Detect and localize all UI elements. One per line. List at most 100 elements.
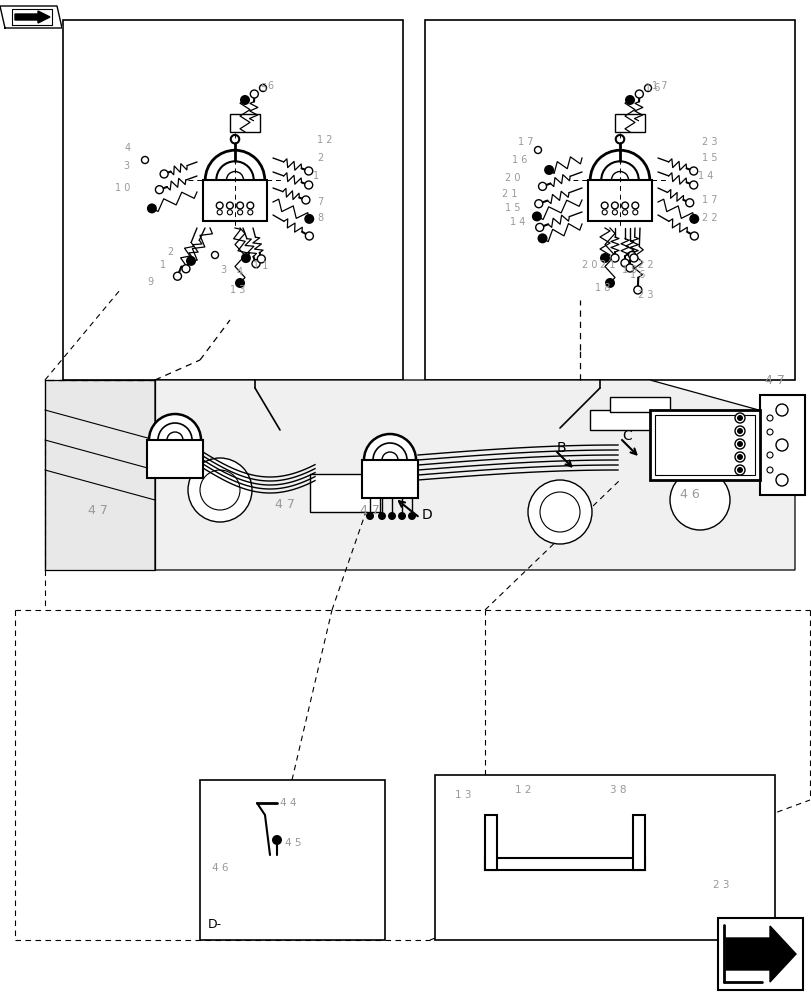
Text: 1 7: 1 7: [517, 137, 533, 147]
Circle shape: [775, 439, 787, 451]
Circle shape: [601, 202, 607, 209]
Polygon shape: [12, 9, 52, 25]
Circle shape: [378, 512, 385, 520]
Bar: [424, 20, 794, 380]
Circle shape: [734, 452, 744, 462]
Circle shape: [543, 165, 553, 175]
Text: 2: 2: [167, 247, 173, 257]
Bar: [310, 474, 380, 512]
Bar: [435, 775, 774, 940]
Text: 1 5: 1 5: [702, 153, 717, 163]
Circle shape: [594, 838, 603, 846]
Text: 2 3: 2 3: [702, 137, 717, 147]
Circle shape: [610, 254, 618, 262]
Text: 3: 3: [220, 265, 225, 275]
Circle shape: [601, 161, 638, 199]
Circle shape: [250, 90, 258, 98]
Text: 4 7: 4 7: [88, 504, 108, 516]
Circle shape: [615, 135, 624, 143]
Circle shape: [205, 150, 264, 210]
Circle shape: [510, 838, 518, 846]
Circle shape: [720, 860, 730, 870]
Circle shape: [766, 467, 772, 473]
Text: C: C: [621, 429, 631, 443]
Circle shape: [182, 265, 190, 273]
Text: 2 1: 2 1: [501, 189, 517, 199]
Text: 1 7: 1 7: [702, 195, 717, 205]
Circle shape: [200, 470, 240, 510]
Circle shape: [644, 85, 650, 92]
Circle shape: [566, 838, 574, 846]
Text: 4: 4: [237, 267, 242, 277]
Text: 1 5: 1 5: [504, 203, 520, 213]
Text: 1 4: 1 4: [697, 171, 713, 181]
Circle shape: [669, 470, 729, 530]
Polygon shape: [155, 380, 794, 570]
Text: 2 2: 2 2: [637, 260, 653, 270]
Text: 1 0: 1 0: [115, 183, 131, 193]
Circle shape: [539, 838, 547, 846]
Circle shape: [304, 181, 312, 189]
Circle shape: [775, 404, 787, 416]
Circle shape: [629, 254, 637, 262]
Bar: [654, 415, 754, 475]
Circle shape: [188, 458, 251, 522]
Circle shape: [689, 181, 697, 189]
Bar: [484, 815, 496, 870]
Circle shape: [302, 196, 310, 204]
Circle shape: [625, 264, 633, 272]
Text: 1: 1: [312, 171, 319, 181]
Circle shape: [689, 232, 697, 240]
Text: B: B: [556, 441, 566, 455]
Text: 4 7: 4 7: [764, 373, 784, 386]
Text: 1: 1: [160, 260, 166, 270]
Circle shape: [734, 413, 744, 423]
Circle shape: [736, 415, 742, 421]
Bar: [633, 815, 644, 870]
Circle shape: [304, 214, 314, 224]
Text: 1 2: 1 2: [514, 785, 531, 795]
Text: 2 1: 2 1: [599, 260, 615, 270]
Text: 4 5: 4 5: [285, 838, 301, 848]
Text: 1 3: 1 3: [230, 285, 245, 295]
Text: 4 6: 4 6: [679, 488, 699, 502]
Circle shape: [766, 429, 772, 435]
Circle shape: [534, 147, 541, 154]
Text: 1 3: 1 3: [454, 790, 471, 800]
Text: 6: 6: [267, 81, 272, 91]
Bar: [590, 410, 669, 430]
Text: 2 0: 2 0: [581, 260, 597, 270]
Circle shape: [634, 90, 642, 98]
Text: 4 7: 4 7: [275, 498, 294, 512]
Circle shape: [241, 253, 251, 263]
Circle shape: [260, 85, 266, 92]
Text: 4: 4: [125, 143, 131, 153]
Text: 3: 3: [122, 161, 129, 171]
Text: 1 7: 1 7: [651, 81, 667, 91]
Polygon shape: [0, 6, 62, 28]
Circle shape: [230, 135, 239, 143]
Circle shape: [599, 253, 609, 263]
Circle shape: [633, 286, 641, 294]
Text: D: D: [422, 508, 432, 522]
Circle shape: [632, 210, 637, 215]
Circle shape: [539, 492, 579, 532]
Circle shape: [620, 259, 629, 267]
Circle shape: [388, 512, 396, 520]
Text: 2 2: 2 2: [702, 213, 717, 223]
Text: 4 4: 4 4: [280, 798, 296, 808]
Bar: [587, 180, 651, 221]
Text: 1 1: 1 1: [253, 261, 268, 271]
Circle shape: [155, 186, 163, 194]
Circle shape: [237, 202, 243, 209]
Circle shape: [538, 182, 546, 190]
Text: 5: 5: [260, 83, 266, 93]
Bar: [614, 114, 644, 132]
Circle shape: [734, 439, 744, 449]
Bar: [63, 20, 402, 380]
Polygon shape: [15, 11, 50, 23]
Circle shape: [366, 512, 374, 520]
Circle shape: [158, 423, 191, 457]
Text: 4 6: 4 6: [212, 863, 228, 873]
Circle shape: [535, 223, 543, 231]
